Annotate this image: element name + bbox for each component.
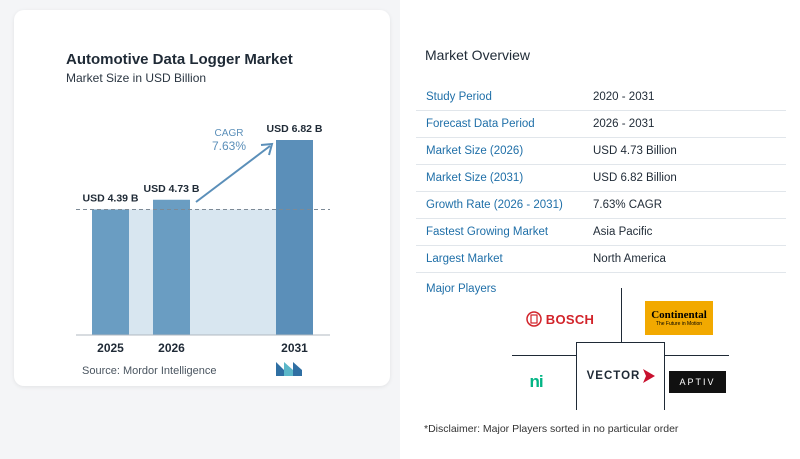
overview-key: Growth Rate (2026 - 2031) [426, 199, 563, 211]
overview-value: 7.63% CAGR [593, 199, 663, 211]
ni-logo: ni [524, 372, 548, 392]
overview-title: Market Overview [425, 47, 531, 63]
overview-row: Fastest Growing Market Asia Pacific [416, 219, 786, 246]
overview-value: 2026 - 2031 [593, 118, 655, 130]
vector-chevron-icon [643, 369, 656, 383]
overview-row: Forecast Data Period 2026 - 2031 [416, 111, 786, 138]
overview-row: Largest Market North America [416, 246, 786, 273]
bosch-logo: BOSCH [524, 309, 596, 329]
bar-2031 [276, 140, 313, 335]
bosch-armature-icon [526, 311, 542, 327]
value-label: USD 6.82 B [266, 123, 322, 135]
grid-line [665, 355, 729, 356]
cagr-arrow [195, 145, 271, 203]
growth-band [190, 209, 276, 335]
category-label: 2025 [97, 341, 124, 355]
overview-key: Study Period [426, 91, 492, 103]
aptiv-wordmark: APTIV [679, 377, 716, 387]
overview-value: USD 4.73 Billion [593, 145, 677, 157]
value-label: USD 4.73 B [143, 183, 199, 195]
overview-key: Fastest Growing Market [426, 226, 549, 238]
overview-value: Asia Pacific [593, 226, 653, 238]
bar-2026 [153, 199, 190, 335]
growth-band [129, 209, 153, 335]
grid-line [621, 288, 622, 342]
overview-table: Study Period 2020 - 2031 Forecast Data Per… [416, 84, 786, 273]
ni-wordmark: ni [529, 372, 543, 391]
cagr-label: CAGR [215, 128, 244, 139]
grid-line [512, 355, 576, 356]
aptiv-logo: APTIV [669, 371, 726, 393]
overview-row: Market Size (2031) USD 6.82 Billion [416, 165, 786, 192]
source-note: Source: Mordor Intelligence [82, 365, 217, 377]
cagr-value: 7.63% [212, 139, 246, 153]
disclaimer: *Disclaimer: Major Players sorted in no … [424, 423, 679, 435]
continental-wordmark: Continental [651, 309, 707, 321]
overview-panel [400, 0, 800, 459]
cagr-arrowhead-icon [260, 142, 274, 156]
value-label: USD 4.39 B [82, 192, 138, 204]
vector-logo: VECTOR [583, 366, 659, 386]
major-players-title: Major Players [426, 283, 497, 295]
chart-subtitle: Market Size in USD Billion [66, 71, 207, 85]
continental-logo: Continental The Future in Motion [645, 301, 713, 335]
mordor-logo-icon [276, 362, 302, 376]
bar-chart: USD 4.39 B USD 4.73 B USD 6.82 B 2025 2026 20… [76, 123, 330, 355]
overview-key: Market Size (2031) [426, 172, 524, 184]
overview-key: Forecast Data Period [426, 118, 535, 130]
overview-value: 2020 - 2031 [593, 91, 655, 103]
overview-key: Largest Market [426, 253, 503, 265]
overview-row: Market Size (2026) USD 4.73 Billion [416, 138, 786, 165]
category-label: 2031 [281, 341, 308, 355]
bar-2025 [92, 209, 129, 335]
featured-player-box [576, 342, 665, 410]
overview-value: USD 6.82 Billion [593, 172, 677, 184]
chart-title: Automotive Data Logger Market [66, 51, 293, 68]
continental-tagline: The Future in Motion [655, 321, 703, 327]
vector-wordmark: VECTOR [586, 370, 641, 382]
overview-row: Study Period 2020 - 2031 [416, 84, 786, 111]
overview-row: Growth Rate (2026 - 2031) 7.63% CAGR [416, 192, 786, 219]
bosch-wordmark: BOSCH [545, 311, 595, 327]
overview-value: North America [593, 253, 666, 265]
overview-key: Market Size (2026) [426, 145, 524, 157]
category-label: 2026 [158, 341, 185, 355]
